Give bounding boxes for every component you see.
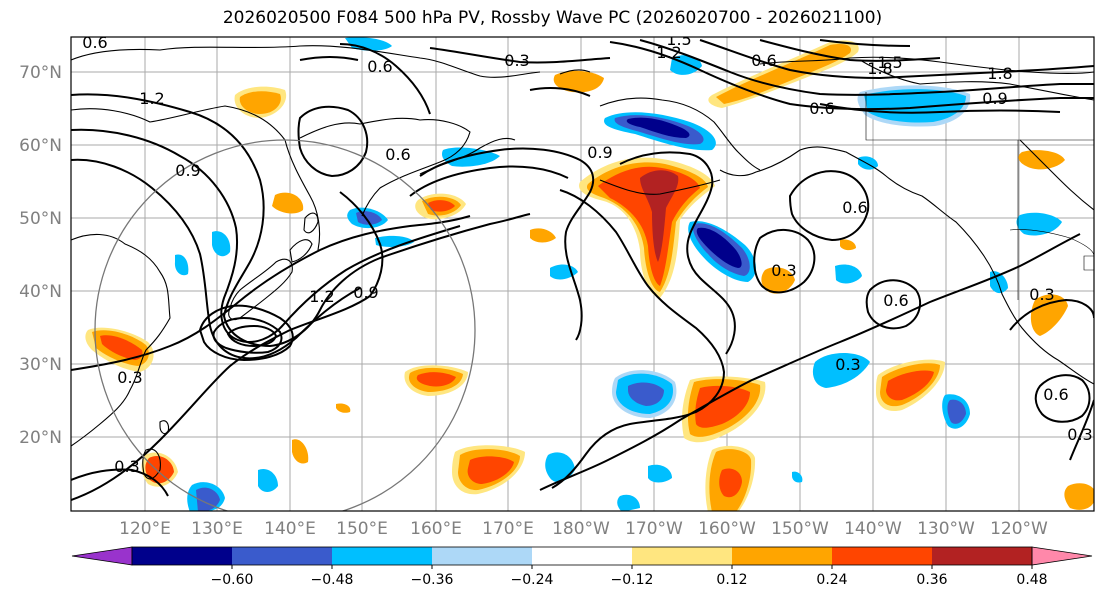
colorbar-tick-label: −0.60 [211, 572, 254, 588]
coastlines [71, 45, 1094, 480]
latitude-label: 70°N [19, 63, 62, 83]
colorbar-segment [832, 547, 932, 565]
contour-label: 1.2 [309, 287, 334, 306]
colorbar-tick-label: −0.24 [511, 572, 554, 588]
pv-anomaly-shading [85, 37, 1094, 511]
longitude-label: 180°W [552, 519, 610, 539]
contour-label: 0.6 [842, 198, 867, 217]
colorbar-segment [932, 547, 1032, 565]
colorbar-segment [332, 547, 432, 565]
longitude-label: 120°E [119, 519, 171, 539]
longitude-label: 140°W [844, 519, 902, 539]
contour-label: 0.6 [751, 51, 776, 70]
colorbar-segment [732, 547, 832, 565]
contour-label: 1.2 [656, 43, 681, 62]
contour-label: 0.3 [771, 261, 796, 280]
latitude-label: 20°N [19, 428, 62, 448]
longitude-label: 150°W [771, 519, 829, 539]
longitude-label: 160°W [698, 519, 756, 539]
pv-contours [71, 39, 1094, 501]
longitude-axis: 120°E 130°E 140°E 150°E 160°E 170°E 180°W 170°W… [119, 519, 1048, 539]
colorbar-tick-label: −0.36 [411, 572, 454, 588]
colorbar-tick-label: 0.36 [916, 572, 947, 588]
colorbar-segment [632, 547, 732, 565]
contour-label: 1.8 [987, 64, 1012, 83]
contour-label-group: 1.51.2 0.60.31.20.90.61.81.50.90.6 1.80.90… [82, 30, 1092, 476]
contour-label: 0.9 [175, 161, 200, 180]
colorbar-tick-label: 0.48 [1016, 572, 1047, 588]
longitude-label: 160°E [410, 519, 462, 539]
colorbar-tick-label: 0.24 [816, 572, 847, 588]
colorbar-extend-high [1031, 546, 1093, 566]
contour-label: 0.6 [82, 33, 107, 52]
contour-label: 0.3 [114, 457, 139, 476]
latitude-label: 50°N [19, 209, 62, 229]
colorbar-extend-low [71, 546, 133, 566]
contour-label: 0.3 [1029, 285, 1054, 304]
colorbar-segment [132, 547, 232, 565]
contour-label: 0.6 [809, 99, 834, 118]
longitude-label: 170°W [625, 519, 683, 539]
contour-label: 1.2 [139, 89, 164, 108]
longitude-label: 120°W [990, 519, 1048, 539]
longitude-label: 130°W [917, 519, 975, 539]
contour-label: 1.5 [877, 53, 902, 72]
contour-label: 0.9 [353, 283, 378, 302]
colorbar-segment [232, 547, 332, 565]
contour-label: 0.9 [587, 143, 612, 162]
longitude-label: 130°E [191, 519, 243, 539]
colorbar-tick-label: 0.12 [716, 572, 747, 588]
colorbar-segment [432, 547, 532, 565]
contour-label: 1.5 [666, 30, 691, 49]
latitude-label: 30°N [19, 355, 62, 375]
latitude-label: 40°N [19, 282, 62, 302]
colorbar-tick-label: −0.48 [311, 572, 354, 588]
contour-label: 0.6 [883, 291, 908, 310]
reference-circle [94, 139, 476, 511]
contour-label: 0.3 [117, 368, 142, 387]
latitude-label: 60°N [19, 136, 62, 156]
latitude-axis: 70°N 60°N 50°N 40°N 30°N 20°N [19, 63, 62, 448]
map-border [70, 36, 1095, 512]
longitude-label: 140°E [264, 519, 316, 539]
colorbar-tick-label: −0.12 [611, 572, 654, 588]
colorbar: −0.60 −0.48 −0.36 −0.24 −0.12 0.12 0.24 0.36 0.4… [71, 546, 1093, 588]
contour-label: 0.6 [367, 57, 392, 76]
map-title: 2026020500 F084 500 hPa PV, Rossby Wave … [222, 8, 883, 28]
contour-label: 0.3 [504, 51, 529, 70]
colorbar-outline [131, 546, 1033, 566]
contour-label: 0.3 [1067, 425, 1092, 444]
longitude-label: 150°E [336, 519, 388, 539]
contour-label: 0.6 [385, 145, 410, 164]
colorbar-segment [532, 547, 632, 565]
contour-label: 0.6 [1043, 385, 1068, 404]
longitude-label: 170°E [482, 519, 534, 539]
contour-label: 0.3 [835, 355, 860, 374]
contour-label: 0.9 [982, 89, 1007, 108]
contour-label: 1.8 [867, 59, 892, 78]
